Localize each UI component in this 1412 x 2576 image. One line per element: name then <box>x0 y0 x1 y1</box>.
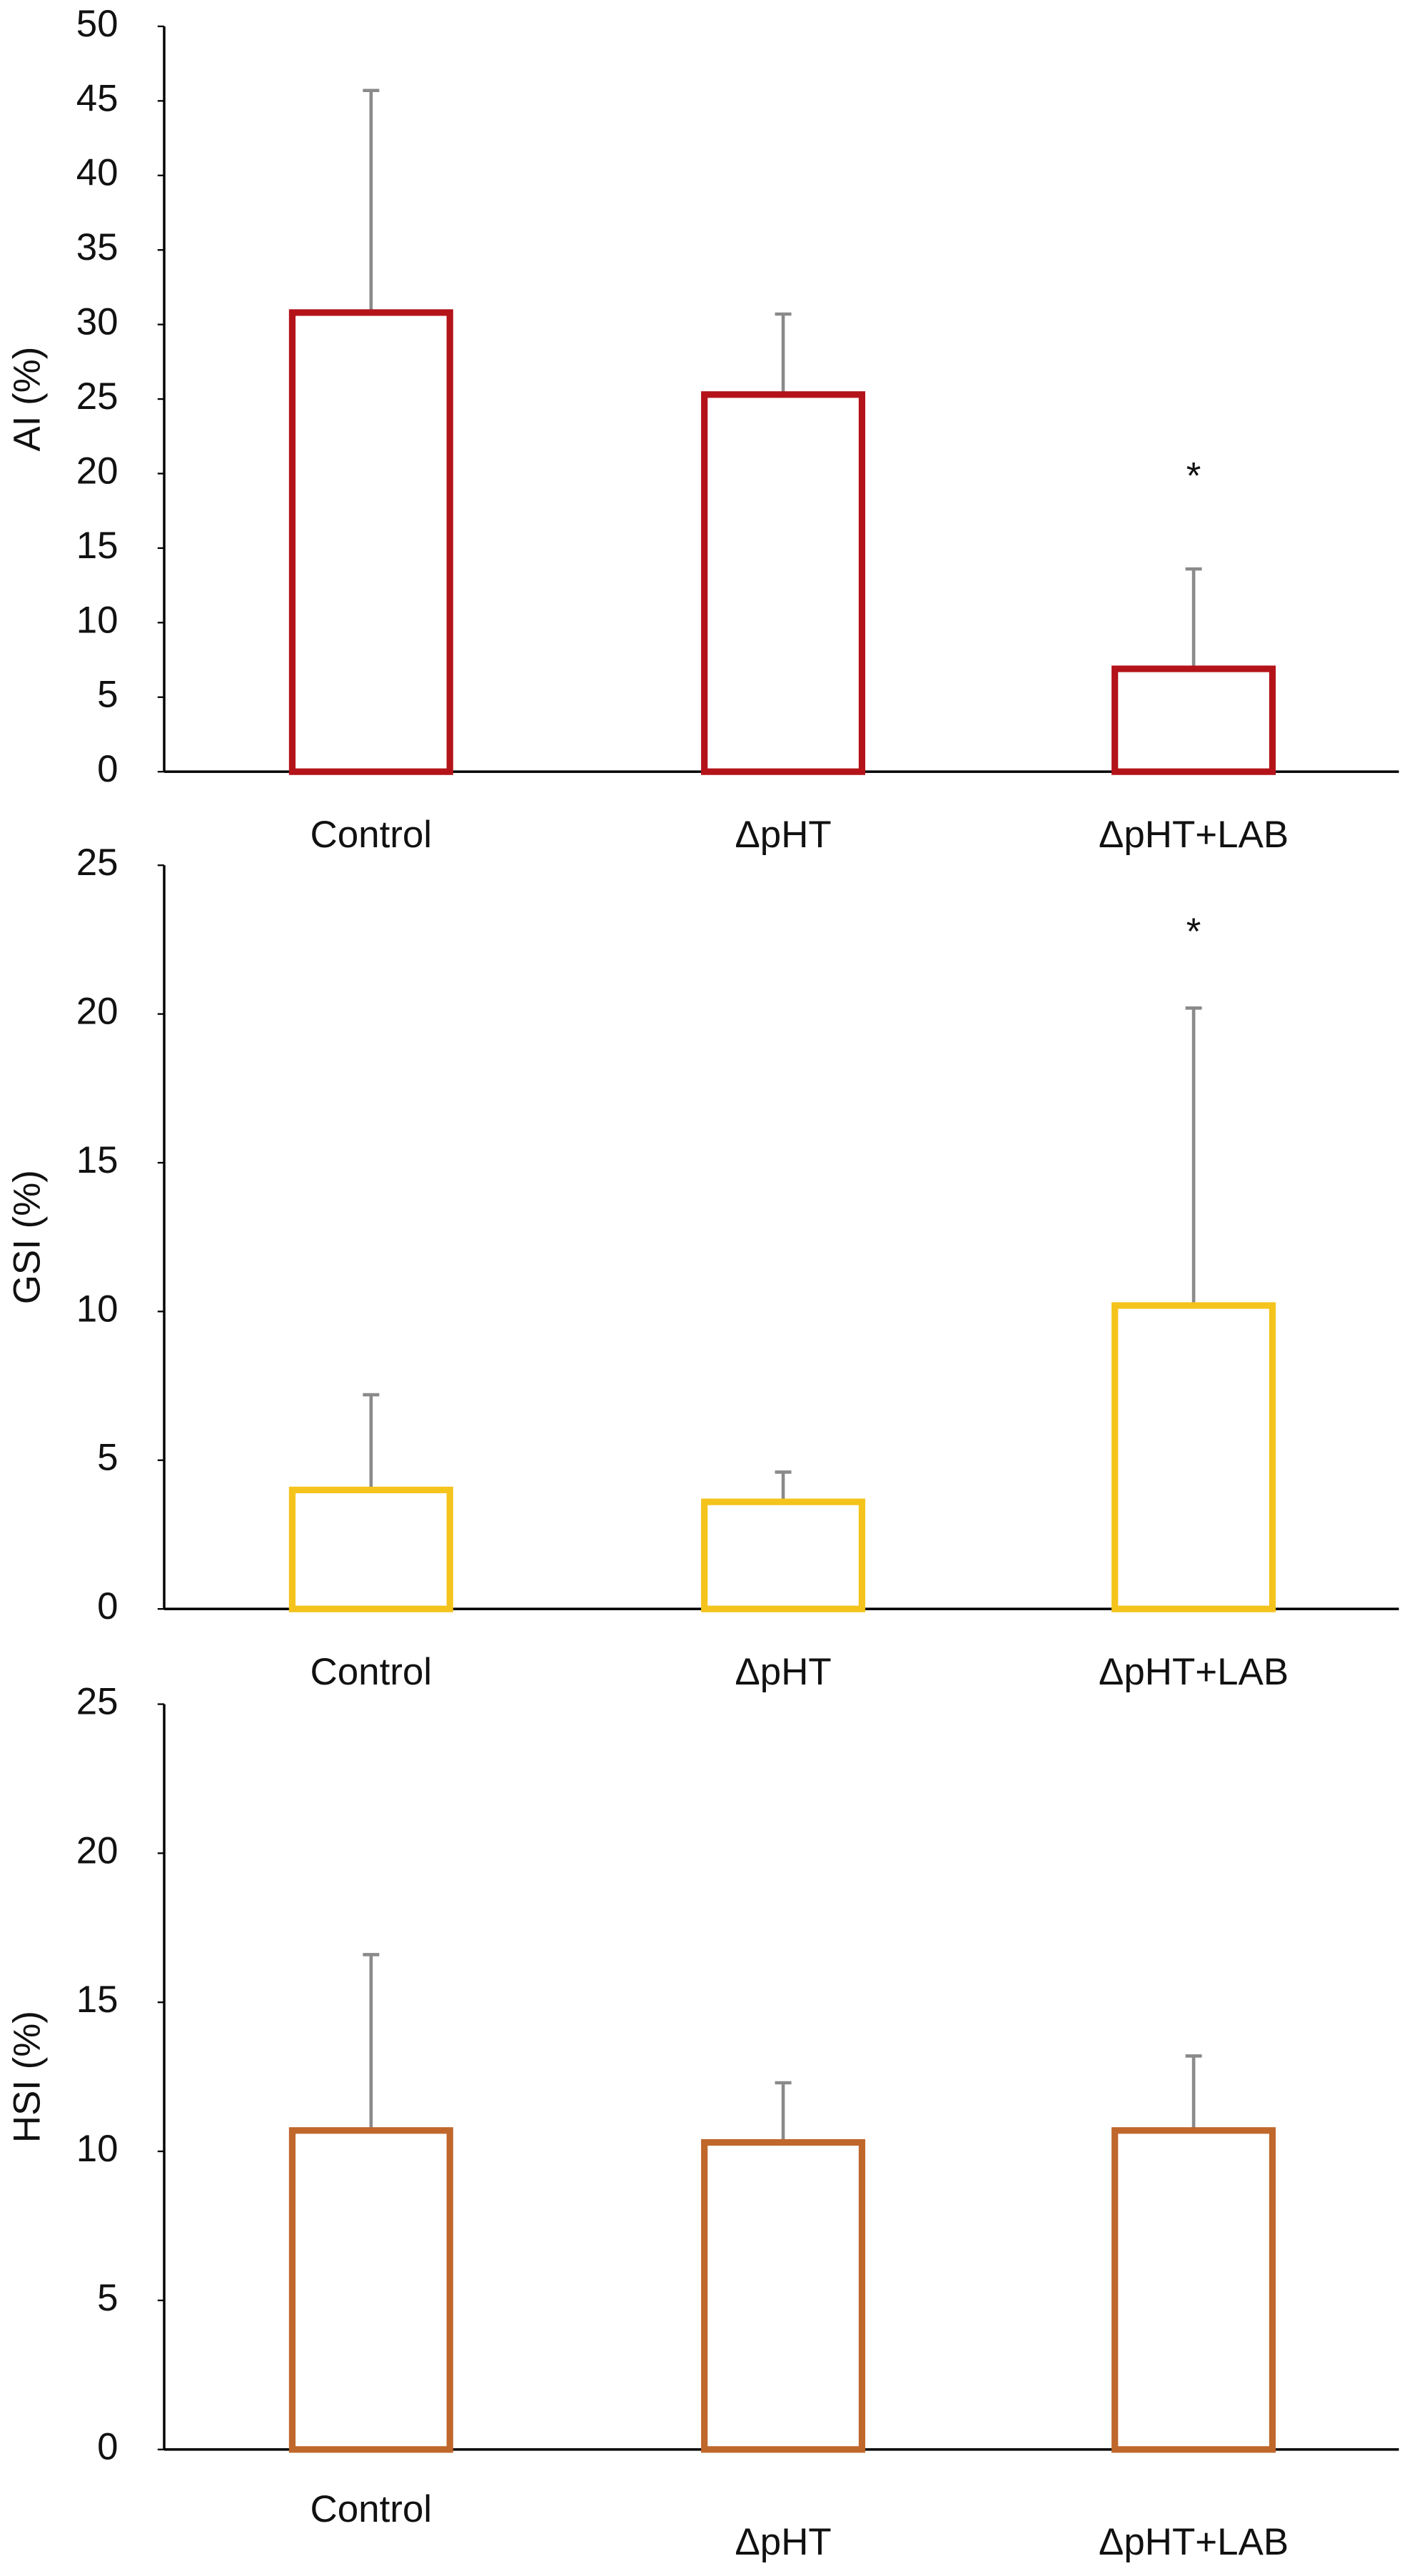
x-tick-label: Control <box>311 814 433 856</box>
y-tick-label: 35 <box>76 226 118 268</box>
y-tick-label: 40 <box>76 152 118 194</box>
y-axis-title: HSI (%) <box>6 2011 48 2143</box>
y-tick-label: 10 <box>76 1288 118 1330</box>
significance-marker: * <box>1186 911 1201 953</box>
significance-marker: * <box>1186 455 1201 497</box>
x-tick-label: ΔpHT+LAB <box>1099 2521 1289 2563</box>
y-tick-label: 0 <box>97 2426 118 2468</box>
x-tick-label: ΔpHT <box>735 1651 831 1693</box>
y-tick-label: 15 <box>76 1139 118 1181</box>
y-tick-label: 20 <box>76 991 118 1033</box>
x-tick-label: ΔpHT <box>735 814 831 856</box>
y-axis-title: AI (%) <box>6 347 48 452</box>
x-tick-label: ΔpHT+LAB <box>1099 814 1289 856</box>
y-tick-label: 0 <box>97 748 118 790</box>
bar <box>701 1498 866 1612</box>
x-tick-label: Control <box>311 1651 433 1693</box>
y-tick-label: 10 <box>76 599 118 641</box>
y-tick-label: 5 <box>97 1437 118 1479</box>
y-tick-label: 20 <box>76 450 118 492</box>
bar <box>1111 665 1276 775</box>
y-tick-label: 20 <box>76 1829 118 1872</box>
y-tick-label: 15 <box>76 1979 118 2021</box>
bar <box>288 1486 453 1612</box>
x-tick-label: ΔpHT <box>735 2521 831 2563</box>
y-axis-title: GSI (%) <box>6 1170 48 1304</box>
y-tick-label: 0 <box>97 1585 118 1627</box>
x-tick-label: ΔpHT+LAB <box>1099 1651 1289 1693</box>
y-tick-label: 25 <box>76 842 118 884</box>
y-tick-label: 5 <box>97 2277 118 2319</box>
bar <box>288 309 453 775</box>
y-tick-label: 10 <box>76 2128 118 2170</box>
y-tick-label: 45 <box>76 77 118 119</box>
y-tick-label: 5 <box>97 674 118 716</box>
bar <box>1111 2127 1276 2453</box>
bar <box>1111 1302 1276 1612</box>
bar <box>288 2127 453 2453</box>
bar <box>701 2138 866 2453</box>
y-tick-label: 25 <box>76 1681 118 1723</box>
y-tick-label: 30 <box>76 301 118 343</box>
x-tick-label: Control <box>311 2488 433 2530</box>
y-tick-label: 25 <box>76 375 118 418</box>
bar <box>701 391 866 775</box>
y-tick-label: 15 <box>76 525 118 567</box>
y-tick-label: 50 <box>76 3 118 45</box>
